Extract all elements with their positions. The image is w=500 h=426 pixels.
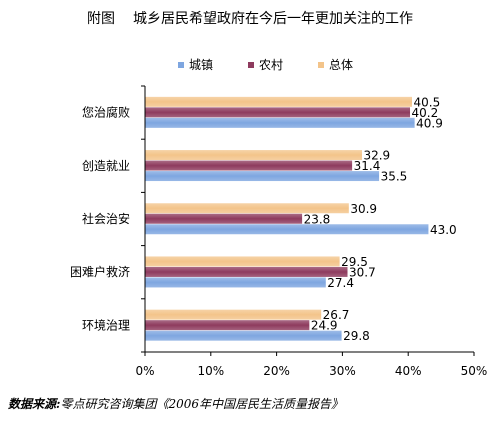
data-label-0-1: 40.2: [412, 106, 439, 120]
source-text: 零点研究咨询集团《2006年中国居民生活质量报告》: [60, 397, 343, 411]
x-tick-label-1: 10%: [197, 364, 224, 378]
data-label-1-0: 35.5: [381, 170, 408, 184]
title-text: 城乡居民希望政府在今后一年更加关注的工作: [133, 11, 413, 27]
bar-0-0: [145, 117, 415, 128]
legend-label-1: 农村: [259, 58, 283, 72]
bar-2-0: [145, 224, 429, 235]
source-note: 数据来源:零点研究咨询集团《2006年中国居民生活质量报告》: [8, 395, 343, 412]
legend-label-2: 总体: [329, 58, 353, 72]
legend-label-0: 城镇: [189, 58, 213, 72]
chart-title: 附图 城乡居民希望政府在今后一年更加关注的工作: [0, 8, 500, 28]
bar-3-1: [145, 266, 348, 277]
data-label-0-2: 40.5: [413, 95, 440, 109]
x-tick-label-4: 40%: [395, 364, 422, 378]
data-label-2-2: 30.9: [350, 202, 377, 216]
bar-4-2: [145, 309, 322, 320]
bar-4-1: [145, 320, 310, 331]
bar-2-1: [145, 213, 303, 224]
data-label-4-0: 29.8: [343, 329, 370, 343]
x-tick-label-2: 20%: [263, 364, 290, 378]
data-label-4-1: 24.9: [311, 319, 338, 333]
data-label-0-0: 40.9: [416, 116, 443, 130]
bar-4-0: [145, 330, 342, 341]
data-label-3-1: 30.7: [349, 265, 376, 279]
bar-0-2: [145, 96, 412, 107]
x-tick-label-3: 30%: [329, 364, 356, 378]
legend-swatch-2: [318, 62, 324, 68]
bar-1-0: [145, 171, 380, 182]
bar-3-2: [145, 256, 340, 267]
x-tick-label-0: 0%: [135, 364, 154, 378]
bar-0-1: [145, 107, 411, 118]
data-label-1-1: 31.4: [354, 159, 381, 173]
data-label-3-2: 29.5: [341, 255, 368, 269]
title-prefix: 附图: [87, 11, 115, 27]
category-label-3: 困难户救济: [70, 264, 130, 279]
data-label-3-0: 27.4: [327, 276, 354, 290]
x-tick-label-5: 50%: [461, 364, 488, 378]
data-label-2-0: 43.0: [430, 223, 457, 237]
bar-1-2: [145, 150, 362, 161]
category-label-1: 创造就业: [82, 159, 130, 173]
legend-swatch-1: [248, 62, 254, 68]
legend-swatch-0: [178, 62, 184, 68]
category-label-0: 您治腐败: [82, 105, 130, 120]
bar-2-2: [145, 203, 349, 214]
data-label-2-1: 23.8: [304, 212, 331, 226]
data-label-1-2: 32.9: [363, 149, 390, 163]
data-label-4-2: 26.7: [323, 308, 350, 322]
bar-3-0: [145, 277, 326, 288]
category-label-4: 环境治理: [82, 317, 130, 332]
bar-1-1: [145, 160, 353, 171]
category-label-2: 社会治安: [82, 211, 130, 226]
source-label: 数据来源:: [8, 397, 61, 411]
